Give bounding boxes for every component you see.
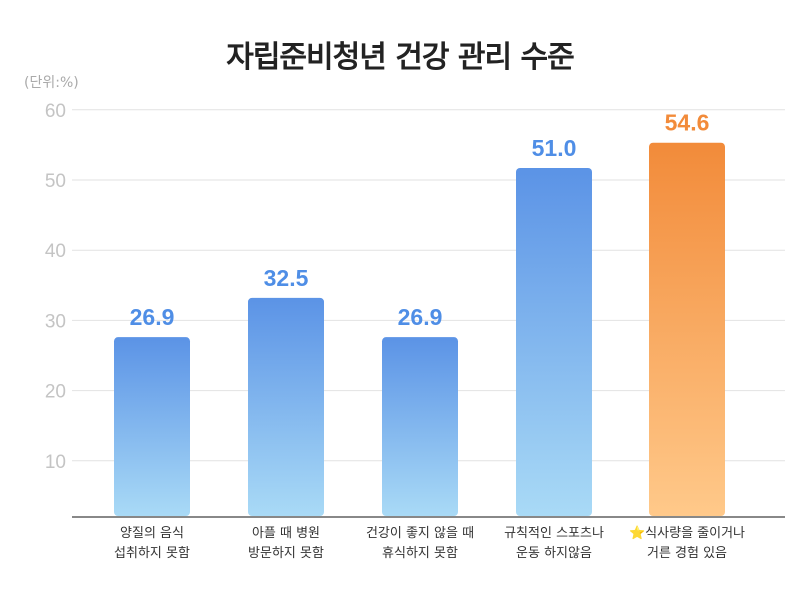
x-category-label: 양질의 음식 섭취하지 못함 [114, 526, 190, 561]
bar [114, 337, 190, 516]
x-category-label: 아플 때 병원 방문하지 못함 [248, 526, 324, 561]
chart-title: 자립준비청년 건강 관리 수준 [226, 40, 575, 75]
y-tick-label: 40 [45, 241, 66, 262]
bar [248, 297, 324, 516]
value-label: 51.0 [532, 135, 577, 161]
bar [382, 337, 458, 516]
y-tick-label: 10 [45, 452, 66, 473]
value-label: 32.5 [264, 265, 309, 291]
y-tick-label: 30 [45, 311, 66, 332]
bar [649, 142, 725, 516]
y-tick-label: 50 [45, 171, 66, 192]
value-label: 26.9 [398, 304, 443, 330]
x-category-label: 규칙적인 스포츠나 운동 하지않음 [504, 526, 604, 561]
x-category-label: 건강이 좋지 않을 때 휴식하지 못함 [365, 526, 475, 561]
y-tick-label: 60 [45, 101, 66, 122]
x-category-label: ⭐식사량을 줄이거나 거른 경험 있음 [629, 526, 745, 561]
value-label: 54.6 [665, 110, 710, 136]
y-tick-label: 20 [45, 382, 66, 403]
value-label: 26.9 [130, 304, 175, 330]
unit-label: (단위:%) [24, 75, 79, 91]
bar [516, 167, 592, 517]
